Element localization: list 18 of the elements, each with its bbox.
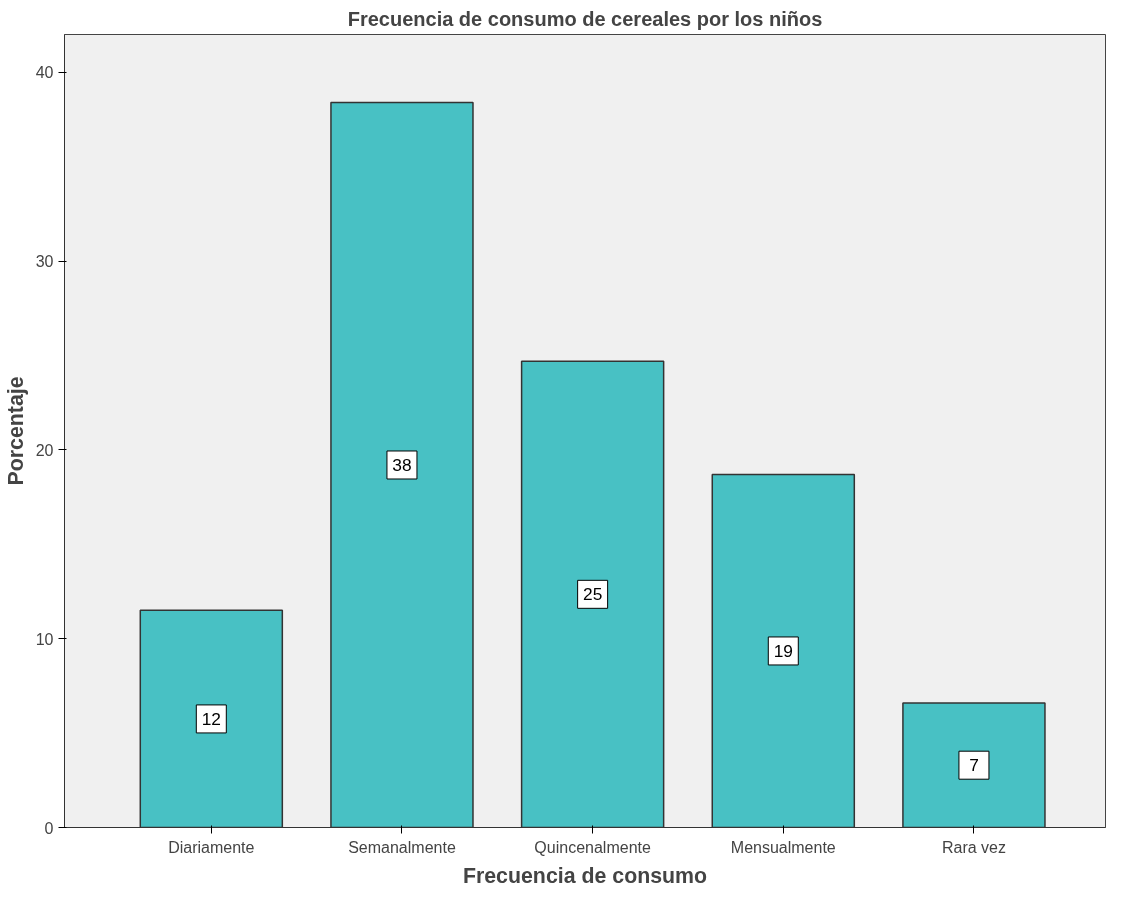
data-label: 7 <box>969 755 979 776</box>
y-axis-title: Porcentaje <box>3 376 28 486</box>
x-tick-label: Semanalmente <box>348 838 456 856</box>
data-label: 12 <box>201 708 221 729</box>
x-tick-label: Quincenalmente <box>534 838 651 856</box>
chart-title: Frecuencia de consumo de cereales por los niños <box>347 7 823 30</box>
y-tick-label: 0 <box>44 819 54 837</box>
y-tick-label: 10 <box>35 630 54 648</box>
x-tick-label: Mensualmente <box>730 838 836 856</box>
data-label: 19 <box>773 640 793 661</box>
x-axis-title: Frecuencia de consumo <box>462 863 708 888</box>
y-tick-label: 30 <box>35 253 54 271</box>
y-tick-label: 40 <box>35 64 54 82</box>
data-label: 25 <box>582 584 603 605</box>
y-tick-label: 20 <box>35 441 54 459</box>
x-tick-label: Rara vez <box>941 838 1006 856</box>
data-label: 38 <box>392 454 412 475</box>
x-tick-label: Diariamente <box>168 838 255 856</box>
